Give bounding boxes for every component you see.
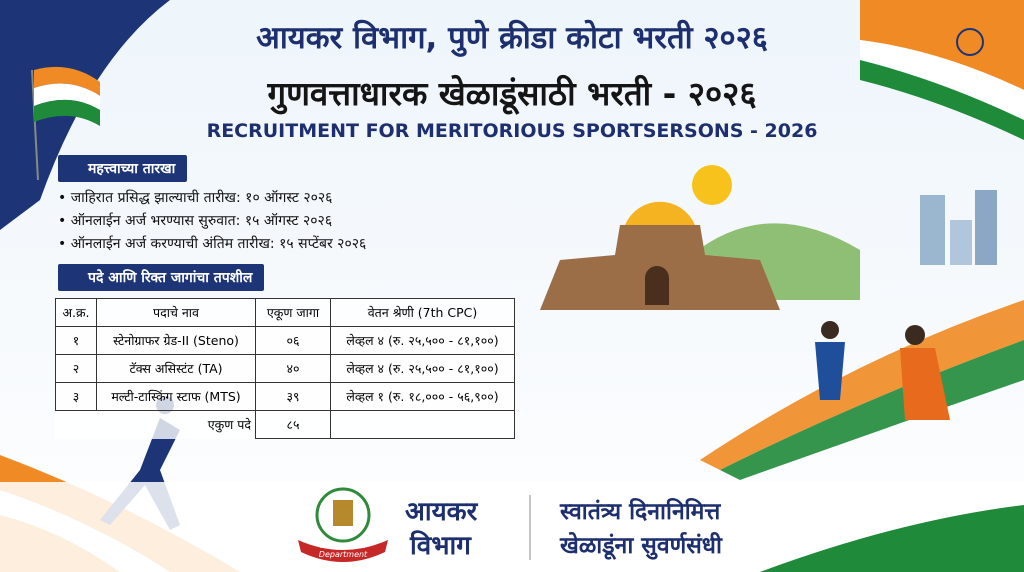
- flag-swoosh: [860, 0, 1024, 90]
- cell: लेव्हल ४ (रु. २५,५०० - ८१,१००): [330, 326, 515, 355]
- org-name: आयकर: [405, 497, 478, 527]
- building: [950, 220, 972, 265]
- row: ३ मल्टी-टास्किंग स्टाफ (MTS) ३९ लेव्हल १…: [55, 382, 515, 411]
- posts-table: अ.क्र. पदाचे नाव एकूण जागा वेतन श्रेणी (…: [55, 298, 515, 439]
- athlete: [900, 348, 950, 420]
- row: १ स्टेनोग्राफर ग्रेड-II (Steno) ०६ लेव्ह…: [55, 326, 515, 355]
- cell: लेव्हल १ (रु. १८,००० - ५६,९००): [330, 382, 515, 411]
- swoosh: [760, 505, 1024, 572]
- date-text: जाहिरात प्रसिद्ध झाल्याची तारीख: १० ऑगस्…: [70, 190, 333, 206]
- sun: [625, 201, 695, 225]
- swoosh: [700, 300, 1024, 470]
- date-item: • जाहिरात प्रसिद्ध झाल्याची तारीख: १० ऑग…: [58, 190, 333, 206]
- tagline: खेळाडूंना सुवर्णसंधी: [560, 533, 722, 559]
- header-row: अ.क्र. पदाचे नाव एकूण जागा वेतन श्रेणी (…: [55, 298, 515, 327]
- cell: १: [55, 326, 97, 355]
- cell: ०६: [255, 326, 331, 355]
- cell: [330, 410, 515, 439]
- chakra: [956, 28, 984, 56]
- flag: [34, 99, 100, 126]
- cell: ३: [55, 382, 97, 411]
- emblem: [333, 500, 353, 526]
- total-row: एकुण पदे ८५: [55, 410, 515, 439]
- date-item: • ऑनलाईन अर्ज करण्याची अंतिम तारीख: १५ स…: [58, 236, 367, 252]
- flag: [34, 66, 100, 96]
- swoosh: [720, 340, 1024, 480]
- total-value: ८५: [255, 410, 331, 439]
- sun: [692, 165, 732, 205]
- athlete: [905, 325, 925, 345]
- athlete: [821, 321, 839, 339]
- date-text: ऑनलाईन अर्ज भरण्यास सुरुवात: १५ ऑगस्ट २०…: [70, 213, 333, 229]
- cell: ३९: [255, 382, 331, 411]
- title: आयकर विभाग, पुणे क्रीडा कोटा भरती २०२६: [256, 20, 768, 56]
- cell: लेव्हल ४ (रु. २५,५०० - ८१,१००): [330, 354, 515, 383]
- subtitle: गुणवत्ताधारक खेळाडूंसाठी भरती - २०२६: [267, 74, 757, 113]
- column-header: पदाचे नाव: [96, 298, 256, 327]
- flag-swoosh: [860, 40, 1024, 120]
- cell: मल्टी-टास्किंग स्टाफ (MTS): [96, 382, 256, 411]
- date-text: ऑनलाईन अर्ज करण्याची अंतिम तारीख: १५ सप्…: [70, 236, 367, 252]
- column-header: अ.क्र.: [55, 298, 97, 327]
- flag-swoosh: [860, 60, 1024, 140]
- column-header: वेतन श्रेणी (7th CPC): [330, 298, 515, 327]
- flag-pole: [31, 69, 39, 181]
- cell: टॅक्स असिस्टंट (TA): [96, 354, 256, 383]
- emblem-ribbon: [298, 540, 388, 562]
- flag: [34, 83, 100, 110]
- building: [975, 190, 997, 265]
- section-heading: महत्त्वाच्या तारखा: [58, 155, 188, 182]
- tagline: स्वातंत्र्य दिनानिमित्त: [560, 499, 721, 525]
- cell: ४०: [255, 354, 331, 383]
- corner-shape: [0, 0, 170, 230]
- org-name: विभाग: [410, 531, 471, 561]
- athlete: [815, 342, 845, 400]
- emblem: [315, 487, 371, 543]
- cell: स्टेनोग्राफर ग्रेड-II (Steno): [96, 326, 256, 355]
- date-item: • ऑनलाईन अर्ज भरण्यास सुरुवात: १५ ऑगस्ट …: [58, 213, 333, 229]
- cell: २: [55, 354, 97, 383]
- column-header: एकूण जागा: [255, 298, 331, 327]
- section-heading: पदे आणि रिक्त जागांचा तपशील: [58, 264, 265, 291]
- fort-gate: [645, 266, 669, 305]
- row: २ टॅक्स असिस्टंट (TA) ४० लेव्हल ४ (रु. २…: [55, 354, 515, 383]
- total-label: एकुण पदे: [55, 410, 256, 439]
- emblem-text: Income Tax Department: [318, 541, 368, 559]
- building: [920, 195, 945, 265]
- english-title: RECRUITMENT FOR MERITORIOUS SPORTSERSONS…: [206, 120, 818, 142]
